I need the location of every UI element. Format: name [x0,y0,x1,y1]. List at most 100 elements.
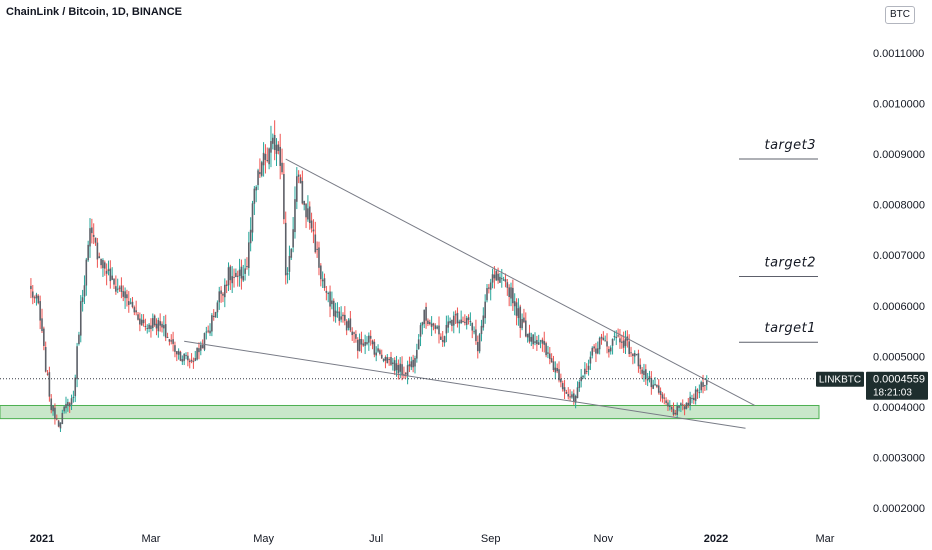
candle-body [412,359,414,368]
candle-body [303,200,306,206]
candle-body [696,389,699,392]
upper-trendline [285,158,755,406]
currency-button[interactable]: BTC [885,6,915,24]
x-tick-label: Jul [369,533,383,545]
candle-body [122,291,125,297]
candle-body [334,310,337,318]
candle-body [209,330,211,334]
candle-body [687,402,690,406]
candle-body [486,288,488,301]
candle-body [482,315,485,328]
candle-body [345,321,348,331]
y-tick-label: 0.0009000 [873,149,925,161]
candle-body [617,335,619,337]
candle-body [329,291,331,307]
candle-body [137,314,139,320]
candle-body [299,177,302,184]
candle-body [604,340,606,342]
candle-body [600,336,603,339]
candle-body [465,317,468,325]
candle-body [447,321,450,328]
candle-body [685,402,688,409]
candle-body [362,343,365,346]
candle-body [57,420,60,427]
candle-body [670,407,673,410]
candle-body [133,307,136,313]
candle-body [113,278,115,285]
candle-body [235,272,237,278]
candle-body [342,314,344,317]
candle-body [129,302,132,304]
candle-body [558,369,560,381]
candle-body [545,343,547,356]
candle-body [249,229,252,244]
candle-body [79,301,82,336]
candle-body [146,327,149,329]
candle-body [657,385,660,393]
candle-body [107,269,110,271]
candle-body [399,363,402,372]
support-zone [0,404,820,420]
candle-body [491,274,494,283]
candle-body [560,378,562,383]
candle-body [681,404,684,406]
candle-body [630,352,632,354]
candle-body [513,301,516,307]
candle-body [556,367,558,372]
candle-body [408,364,411,367]
candle-body [41,318,43,332]
candle-body [416,349,418,359]
symbol-label: LINKBTC [819,375,861,386]
candle-body [67,401,69,406]
candle-body [65,403,67,409]
candle-body [613,336,616,338]
candle-body [30,285,32,290]
candle-body [50,398,53,411]
candle-body [270,141,272,153]
candle-body [325,290,328,293]
candle-body [268,148,270,165]
candle-body [572,393,575,402]
candle-body [635,354,638,356]
candle-body [131,301,134,308]
candle-body [105,270,108,274]
candle-body [115,286,117,292]
candle-body [512,287,514,304]
candle-body [526,333,529,338]
candle-body [469,321,472,323]
candle-body [598,337,601,350]
candle-body [622,340,625,348]
candle-body [233,276,235,278]
candle-body [279,146,281,166]
candle-body [74,377,77,397]
candle-body [667,402,669,407]
candle-body [340,316,342,320]
candle-body [207,330,209,332]
candle-body [493,274,496,279]
candle-body [222,293,224,296]
candle-body [633,352,636,357]
candle-body [369,335,372,339]
candle-body [344,314,346,321]
candle-body [70,398,73,405]
candle-body [441,340,444,342]
candle-body [406,365,409,377]
candle-body [569,396,571,398]
candle-body [683,406,686,410]
candle-body [161,323,163,328]
candle-body [704,385,706,387]
candle-body [321,279,324,282]
candle-body [680,403,682,406]
candle-body [539,340,542,342]
candle-body [591,347,594,356]
candle-body [63,406,65,412]
candle-body [478,334,481,352]
candle-body [523,317,525,323]
candle-body [262,152,265,166]
candle-body [602,337,605,341]
candle-body [480,325,483,335]
candle-body [135,310,137,313]
candle-body [585,371,588,373]
candle-body [384,357,387,361]
